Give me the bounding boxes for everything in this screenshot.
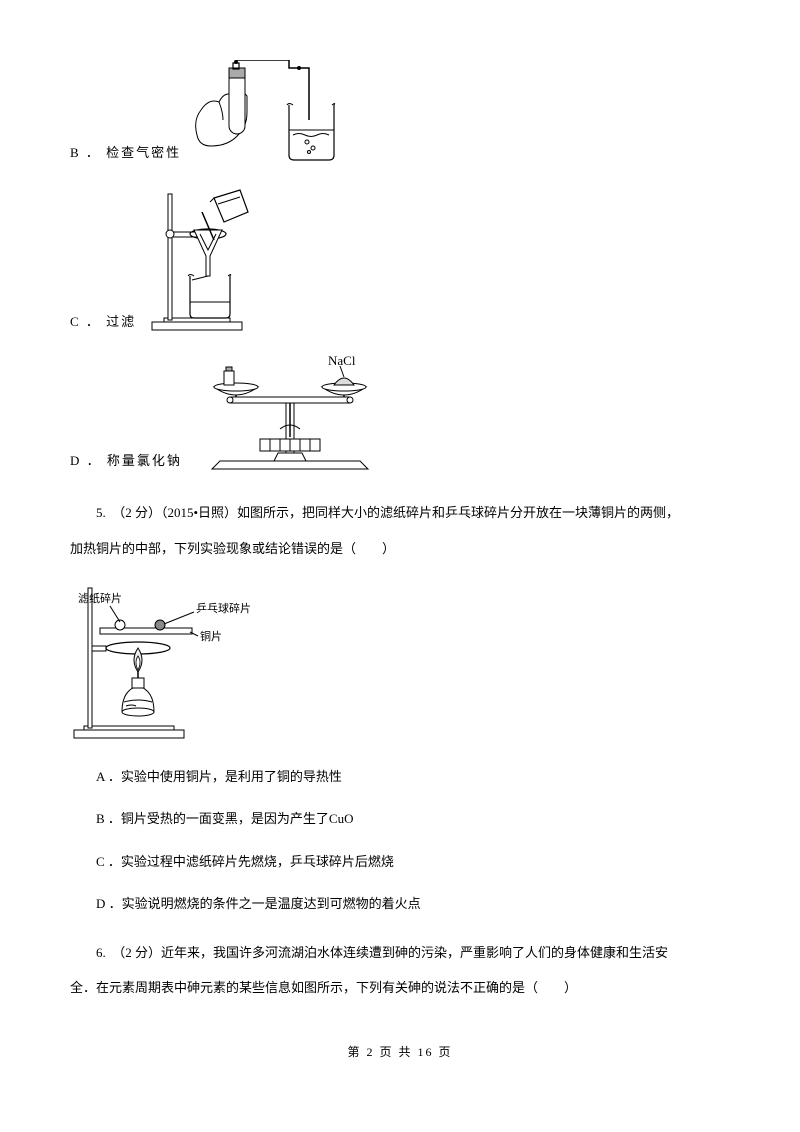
label-copper: 铜片	[200, 629, 222, 643]
q5-stem-cont: 加热铜片的中部，下列实验现象或结论错误的是（ ）	[70, 533, 730, 564]
q5-stem-line1: 5. （2 分）（2015•日照）如图所示，把同样大小的滤纸碎片和乒乓球碎片分开…	[96, 505, 679, 520]
option-b-text: 检查气密性	[106, 145, 181, 160]
option-c-row: C ． 过滤	[70, 184, 730, 341]
q5-stem: 5. （2 分）（2015•日照）如图所示，把同样大小的滤纸碎片和乒乓球碎片分开…	[70, 497, 730, 528]
q6-stem: 6. （2 分）近年来，我国许多河流湖泊水体连续遭到砷的污染，严重影响了人们的身…	[70, 937, 730, 968]
q5-choice-b: B ．铜片受热的一面变黑，是因为产生了CuO	[96, 805, 730, 834]
option-d-letter: D ．	[70, 453, 102, 468]
q5-choice-a: A ．实验中使用铜片，是利用了铜的导热性	[96, 763, 730, 792]
q5-stem-line2: 加热铜片的中部，下列实验现象或结论错误的是（ ）	[70, 541, 395, 556]
option-b-label: B ． 检查气密性	[70, 143, 181, 172]
page-footer: 第 2 页 共 16 页	[70, 1043, 730, 1062]
diagram-copper-heating: 滤纸碎片 乒乓球碎片 铜片	[70, 582, 270, 749]
option-c-label: C ． 过滤	[70, 312, 136, 341]
q6-stem-line1: 6. （2 分）近年来，我国许多河流湖泊水体连续遭到砷的污染，严重影响了人们的身…	[96, 945, 668, 960]
option-c-text: 过滤	[106, 314, 136, 329]
option-b-letter: B ．	[70, 145, 101, 160]
label-pingpong: 乒乓球碎片	[196, 601, 251, 615]
diagram-balance: NaCl	[190, 353, 390, 480]
nacl-label: NaCl	[328, 353, 356, 368]
option-c-letter: C ．	[70, 314, 101, 329]
q5-choice-c: C ．实验过程中滤纸碎片先燃烧，乒乓球碎片后燃烧	[96, 848, 730, 877]
option-b-row: B ． 检查气密性	[70, 60, 730, 172]
q5-choice-d: D ．实验说明燃烧的条件之一是温度达到可燃物的着火点	[96, 890, 730, 919]
diagram-filtration	[144, 184, 274, 341]
q6-stem-cont: 全．在元素周期表中砷元素的某些信息如图所示，下列有关砷的说法不正确的是（ ）	[70, 972, 730, 1003]
option-d-label: D ． 称量氯化钠	[70, 451, 182, 480]
q6-stem-line2: 全．在元素周期表中砷元素的某些信息如图所示，下列有关砷的说法不正确的是（ ）	[70, 980, 577, 995]
option-d-row: D ． 称量氯化钠 NaCl	[70, 353, 730, 480]
label-filter: 滤纸碎片	[78, 591, 122, 605]
diagram-airtight	[189, 60, 344, 172]
option-d-text: 称量氯化钠	[107, 453, 182, 468]
